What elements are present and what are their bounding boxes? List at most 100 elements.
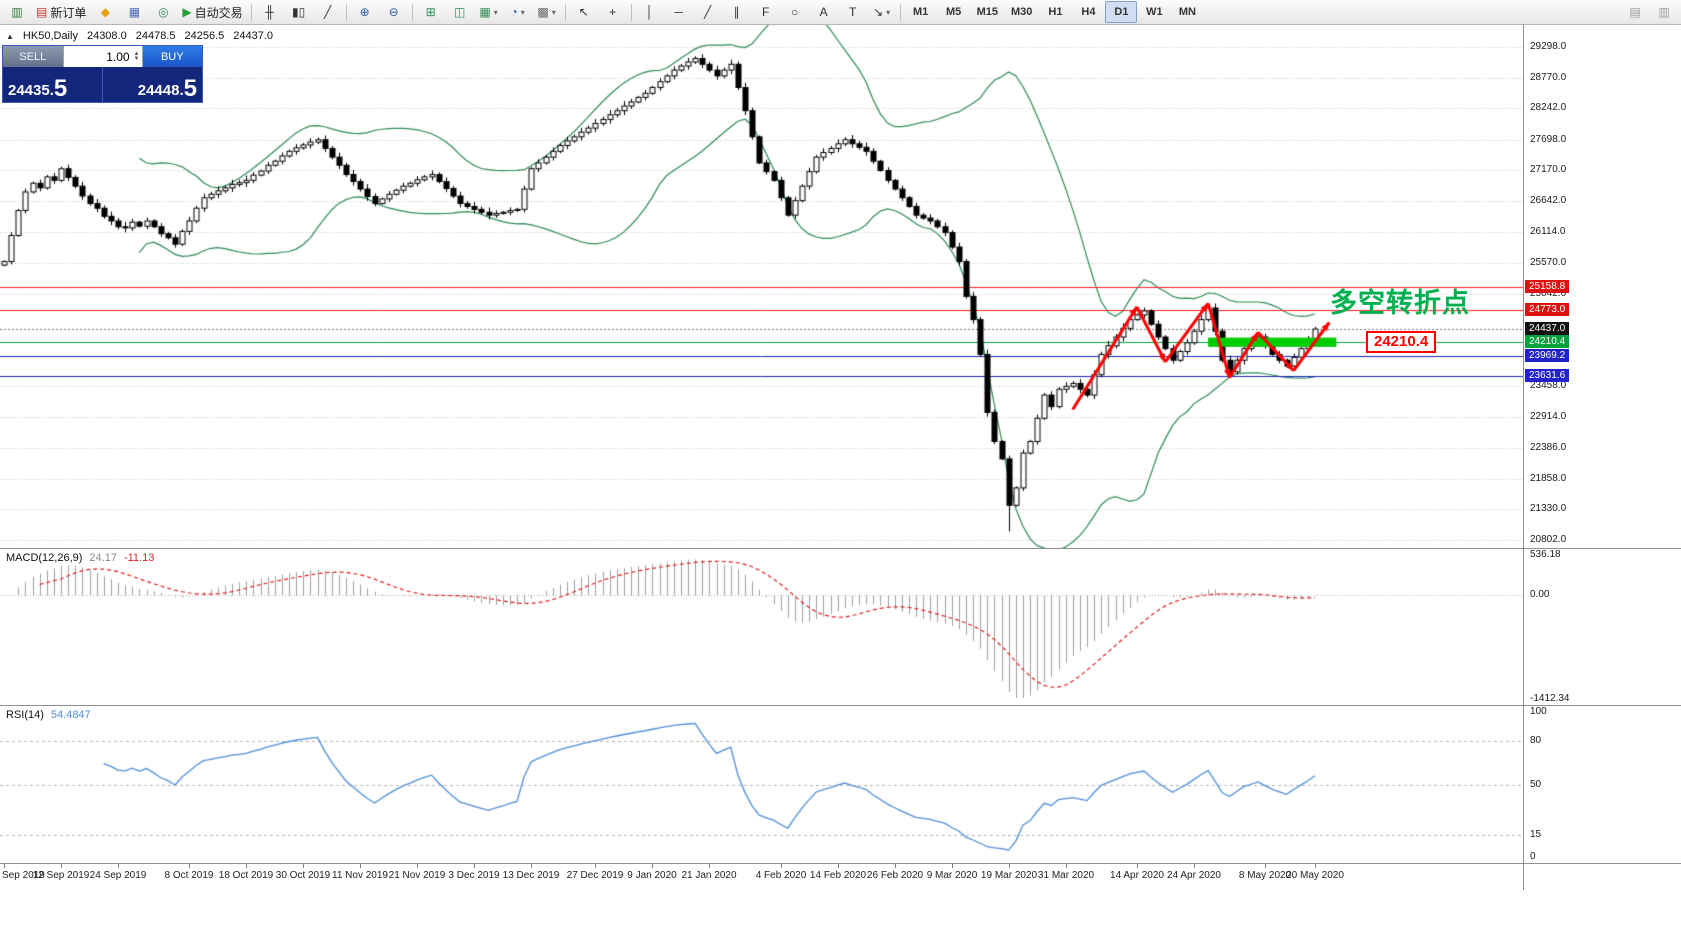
macd-canvas[interactable] [0,549,1523,705]
time-axis-label: 24 Sep 2019 [89,870,147,881]
rsi-value: 54.4847 [50,709,91,721]
time-axis-label: 8 Oct 2019 [164,870,214,881]
time-axis-tick [1315,864,1316,868]
price-chart-canvas[interactable] [0,25,1523,548]
time-axis-label: 13 Dec 2019 [502,870,560,881]
panel-divider[interactable] [0,548,1681,549]
spinner-down-icon[interactable]: ▼ [133,55,140,62]
price-tag: 24437.0 [1525,322,1570,336]
rsi-canvas[interactable] [0,706,1523,863]
time-axis-label: 30 Oct 2019 [275,870,331,881]
profile-charts-icon: ▥ [11,5,23,19]
zoom-out-icon-button[interactable]: ⊖ [380,1,408,23]
sell-button[interactable]: SELL [3,46,63,67]
time-axis[interactable]: Sep 2019 12 Sep 2019 24 Sep 2019 8 Oct 2019… [0,864,1681,890]
crosshair-icon-button[interactable]: + [599,1,627,23]
trendline-icon-button[interactable]: ╱ [694,1,722,23]
timeframe-mn-button[interactable]: MN [1178,6,1196,18]
auto-trading-button[interactable]: ▶ 自动交易 [178,1,246,23]
new-order-button[interactable]: ▤ 新订单 [32,1,90,23]
timeframe-m30-button[interactable]: M30 [1011,6,1033,18]
arrows-icon-button[interactable]: ↘ ▾ [868,1,896,23]
bar-chart-icon: ╫ [265,5,274,19]
buy-price[interactable]: 24448. 5 [102,67,202,102]
volume-spinner[interactable]: ▲ ▼ [133,50,140,62]
price-scale-label: 28770.0 [1530,71,1567,83]
toolbar-separator [345,3,347,21]
text-icon-button[interactable]: A [810,1,838,23]
text-label-icon: T [848,5,857,19]
turning-point-annotation[interactable]: 多空转折点 [1330,288,1470,318]
price-scale-label: 21330.0 [1530,503,1567,515]
zoom-in-icon-button[interactable]: ⊕ [351,1,379,23]
time-axis-tick [838,864,839,868]
time-axis-label: 18 Oct 2019 [218,870,274,881]
macd-scale[interactable]: 536.18 0.00 -1412.34 [1523,549,1681,705]
equidistant-channel-icon-button[interactable]: ∥ [723,1,751,23]
chart-template-icon-button[interactable]: ▩ ▾ [533,1,561,23]
timeframe-m15-button[interactable]: M15 [976,6,999,18]
ohlc-low: 24256.5 [184,30,225,42]
crosshair-icon: + [609,5,617,19]
cursor-icon-button[interactable]: ↖ [570,1,598,23]
time-axis-tick [1137,864,1138,868]
tile-windows-icon-button[interactable]: ⊞ [417,1,445,23]
timeframe-w1-button[interactable]: W1 [1146,6,1163,18]
price-level-annotation[interactable]: 24210.4 [1366,331,1437,353]
timeframe-d1-button[interactable]: D1 [1105,1,1138,23]
price-scale[interactable]: 29298.0 28770.0 28242.0 27698.0 27170.0 26642… [1523,25,1681,548]
volume-input[interactable]: 1.00 ▲ ▼ [62,46,143,67]
print-icon-button[interactable]: ▤ [1621,1,1649,23]
timeframe-h4-button[interactable]: H4 [1081,6,1096,18]
price-scale-label: 20802.0 [1530,534,1567,545]
candlestick-chart-icon-button[interactable]: ▮▯ [285,1,313,23]
timeframe-h1-button[interactable]: H1 [1048,6,1063,18]
market-watch-icon: ◆ [100,5,110,19]
chevron-down-icon: ▾ [520,7,525,17]
shapes-icon-button[interactable]: ○ [781,1,809,23]
horizontal-line-icon-button[interactable]: ─ [665,1,693,23]
toolbar-separator [250,3,252,21]
macd-main-value: 24.17 [89,552,117,564]
rsi-scale[interactable]: 100 80 50 15 0 [1523,706,1681,863]
new-chart-icon-button[interactable]: ▦ ▾ [475,1,503,23]
sell-price[interactable]: 24435. 5 [3,67,102,102]
candlestick-chart-icon: ▮▯ [292,5,306,19]
text-label-icon-button[interactable]: T [839,1,867,23]
profile-charts-icon-button[interactable]: ▥ [3,1,31,23]
time-axis-label: 21 Jan 2020 [681,870,737,881]
price-scale-label: 22386.0 [1530,442,1567,454]
market-watch-icon-button[interactable]: ◆ [91,1,119,23]
vertical-line-icon: │ [645,5,654,19]
navigator-icon: ◎ [158,5,169,19]
timeframe-m5-button[interactable]: M5 [945,6,962,18]
one-click-trading-panel: SELL 1.00 ▲ ▼ BUY 24435. 5 24448. 5 [2,45,203,103]
buy-button[interactable]: BUY [142,46,202,67]
price-tag: 24210.4 [1525,335,1570,349]
main-toolbar: ▥ ▤ 新订单 ◆ ▦ ◎ ▶ 自动交易 ╫ ▮▯ ╱ ⊕ ⊖ ⊞ ◫ ▦ ▾ ◔ ▾ ▩ ▾ ↖ + │ ─ ╱ ∥ F ○ A T ↘ ▾ M… [0,0,1681,25]
shapes-icon: ○ [790,5,799,19]
arrange-charts-icon-button[interactable]: ◫ [446,1,474,23]
panel-divider[interactable] [0,863,1681,864]
price-scale-label: 25042.0 [1530,287,1567,299]
navigator-icon-button[interactable]: ◎ [149,1,177,23]
text-icon: A [819,5,828,19]
time-axis-tick [118,864,119,868]
data-window-icon-button[interactable]: ▦ [120,1,148,23]
print-preview-icon-button[interactable]: ▥ [1650,1,1678,23]
volume-value: 1.00 [106,49,130,64]
vertical-line-icon-button[interactable]: │ [636,1,664,23]
chevron-down-icon: ▾ [886,7,891,17]
horizontal-line-icon: ─ [674,5,683,19]
bar-chart-icon-button[interactable]: ╫ [256,1,284,23]
auto-trading-label: 自动交易 [194,5,243,20]
price-tag: 25158.8 [1525,280,1570,294]
chevron-down-icon: ▾ [551,7,556,17]
price-scale-label: 23458.0 [1530,379,1567,391]
line-chart-icon-button[interactable]: ╱ [314,1,342,23]
spinner-up-icon[interactable]: ▲ [133,50,140,57]
fibonacci-icon-button[interactable]: F [752,1,780,23]
panel-divider[interactable] [0,705,1681,706]
chart-period-icon-button[interactable]: ◔ ▾ [504,1,532,23]
timeframe-m1-button[interactable]: M1 [912,6,929,18]
